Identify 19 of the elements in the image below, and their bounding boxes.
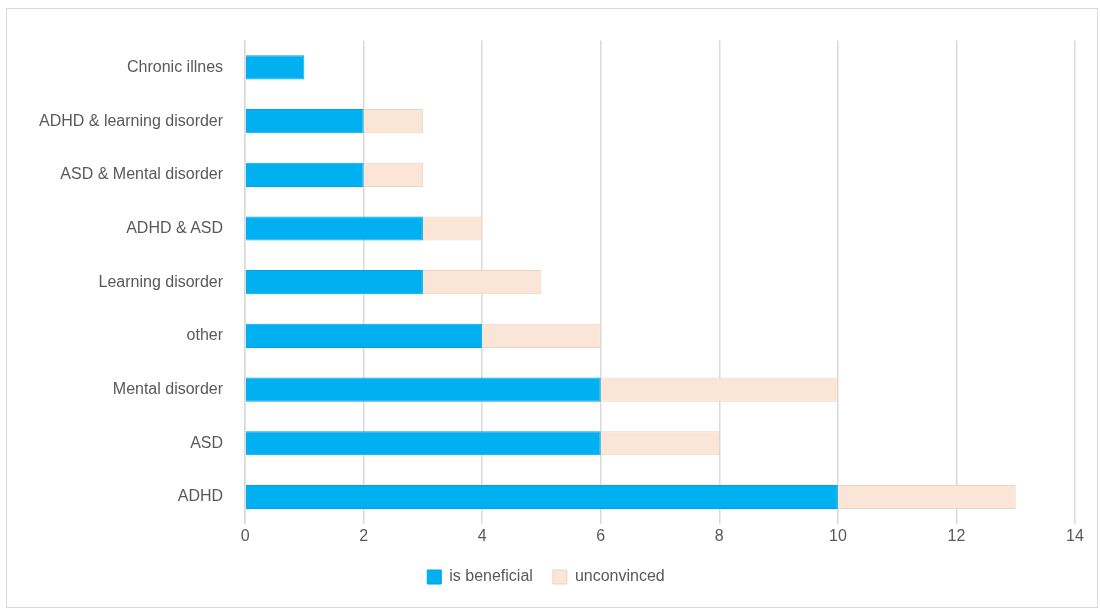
legend-label: is beneficial — [449, 567, 533, 585]
y-tick-label: ASD & Mental disorder — [60, 165, 224, 183]
x-tick-label: 14 — [1066, 526, 1084, 544]
x-tick-label: 12 — [947, 526, 966, 544]
x-tick-label: 0 — [240, 526, 250, 544]
y-tick-label: Mental disorder — [112, 379, 224, 397]
y-tick-label: Chronic illnes — [127, 57, 224, 75]
y-tick-label: Learning disorder — [98, 272, 224, 290]
y-tick-label: ASD — [190, 433, 224, 451]
legend-label: unconvinced — [574, 567, 665, 585]
x-tick-label: 4 — [477, 526, 487, 544]
y-tick-label: ADHD & ASD — [126, 218, 224, 236]
x-tick-label: 2 — [359, 526, 369, 544]
y-tick-label: other — [186, 326, 224, 344]
y-tick-label: ADHD — [177, 487, 224, 505]
x-tick-label: 8 — [714, 526, 724, 544]
x-tick-label: 10 — [828, 526, 847, 544]
y-tick-label: ADHD & learning disorder — [39, 111, 224, 129]
x-tick-label: 6 — [596, 526, 606, 544]
